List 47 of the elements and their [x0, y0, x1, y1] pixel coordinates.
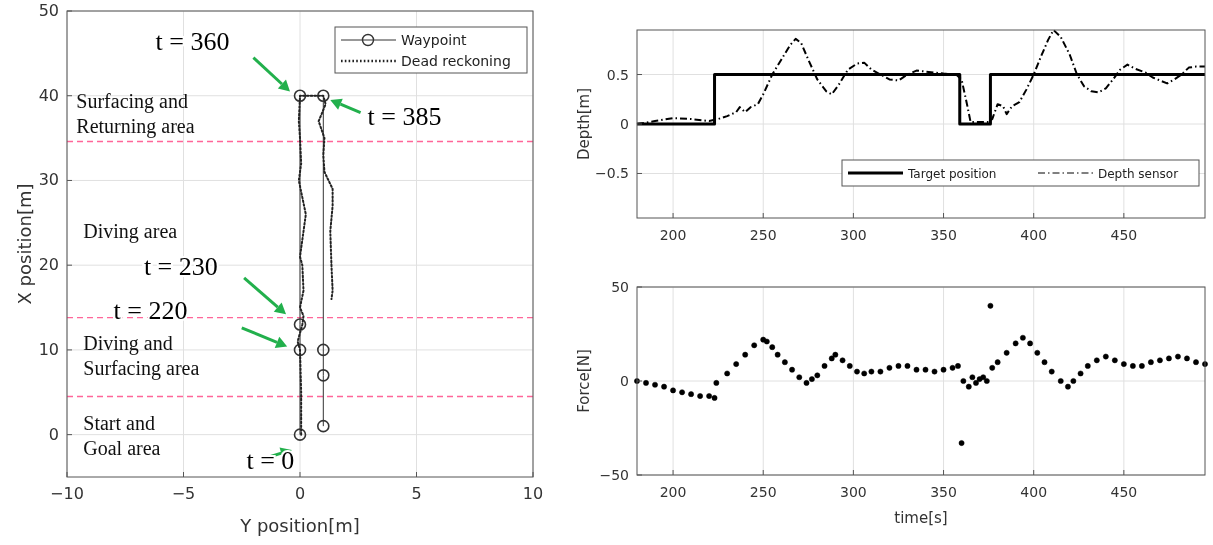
y-tick-label: 0: [620, 116, 629, 132]
x-tick-label: 5: [411, 484, 422, 503]
y-tick-label: 0: [48, 424, 59, 444]
legend-label: Target position: [907, 167, 997, 181]
x-tick-label: 10: [522, 484, 544, 503]
x-tick-label: 250: [749, 484, 777, 500]
y-tick-label: 20: [38, 255, 59, 275]
y-tick-label: 40: [38, 85, 59, 105]
annotation: t = 220: [113, 296, 188, 326]
y-axis-title: Depth[m]: [575, 87, 593, 161]
x-tick-label: 200: [659, 484, 687, 500]
x-tick-label: 350: [930, 484, 957, 500]
x-axis-title: Y position[m]: [239, 515, 360, 536]
y-axis-title: X position[m]: [14, 183, 35, 305]
legend-label: Dead reckoning: [401, 53, 511, 69]
legend-label: Waypoint: [401, 32, 468, 48]
y-tick-label: −0.5: [595, 165, 629, 182]
legend-label: Depth sensor: [1098, 167, 1179, 181]
x-tick-label: 400: [1020, 484, 1048, 500]
annotation: Start and Goal area: [83, 411, 161, 459]
x-axis-title: time[s]: [894, 509, 948, 527]
x-tick-label: 350: [930, 227, 957, 243]
y-axis-title: Force[N]: [575, 349, 593, 413]
annotation: Surfacing and Returning area: [76, 89, 195, 138]
y-tick-label: 0.5: [606, 66, 629, 83]
y-tick-label: 30: [38, 170, 59, 190]
annotation: t = 385: [367, 101, 442, 131]
x-tick-label: −5: [171, 484, 196, 503]
x-tick-label: 450: [1110, 484, 1138, 500]
x-tick-label: −10: [50, 484, 84, 503]
annotation: t = 360: [155, 26, 230, 56]
y-tick-label: −50: [599, 467, 629, 483]
x-tick-label: 300: [840, 227, 867, 243]
x-tick-label: 200: [659, 227, 687, 243]
x-tick-label: 0: [294, 484, 306, 503]
x-tick-label: 450: [1110, 227, 1138, 243]
annotation: t = 230: [143, 251, 218, 281]
annotation: Diving area: [83, 220, 178, 244]
y-tick-label: 0: [620, 373, 629, 389]
x-tick-label: 250: [749, 227, 777, 243]
x-tick-label: 400: [1020, 227, 1048, 243]
y-tick-label: 50: [611, 279, 629, 295]
y-tick-label: 50: [38, 1, 59, 20]
annotation: Diving and Surfacing area: [83, 331, 200, 380]
annotation: t = 0: [246, 446, 295, 476]
x-tick-label: 300: [840, 484, 867, 500]
y-tick-label: 10: [38, 339, 59, 359]
